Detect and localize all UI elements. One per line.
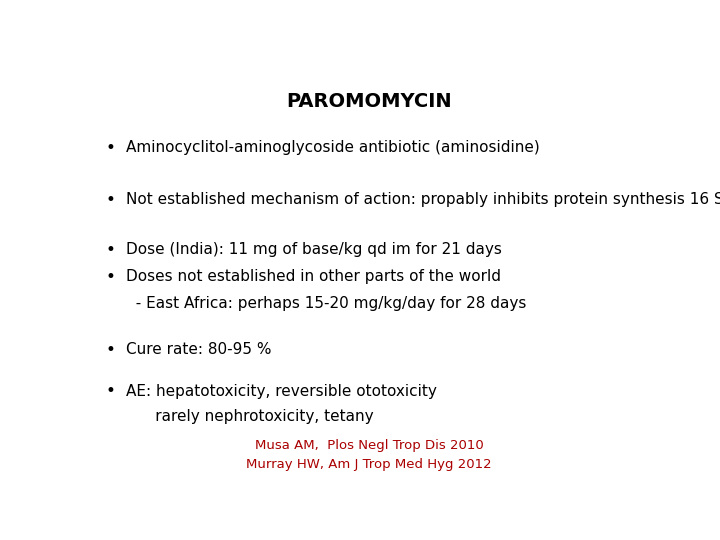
Text: •: • xyxy=(105,341,115,359)
Text: Not established mechanism of action: propably inhibits protein synthesis 16 S rR: Not established mechanism of action: pro… xyxy=(126,192,720,207)
Text: Cure rate: 80-95 %: Cure rate: 80-95 % xyxy=(126,342,271,357)
Text: •: • xyxy=(105,241,115,259)
Text: •: • xyxy=(105,139,115,157)
Text: •: • xyxy=(105,382,115,400)
Text: •: • xyxy=(105,191,115,209)
Text: PAROMOMYCIN: PAROMOMYCIN xyxy=(286,92,452,111)
Text: Aminocyclitol-aminoglycoside antibiotic (aminosidine): Aminocyclitol-aminoglycoside antibiotic … xyxy=(126,140,540,156)
Text: AE: hepatotoxicity, reversible ototoxicity: AE: hepatotoxicity, reversible ototoxici… xyxy=(126,384,437,399)
Text: rarely nephrotoxicity, tetany: rarely nephrotoxicity, tetany xyxy=(126,409,374,424)
Text: - East Africa: perhaps 15-20 mg/kg/day for 28 days: - East Africa: perhaps 15-20 mg/kg/day f… xyxy=(126,296,526,312)
Text: •: • xyxy=(105,268,115,286)
Text: Musa AM,  Plos Negl Trop Dis 2010: Musa AM, Plos Negl Trop Dis 2010 xyxy=(255,440,483,453)
Text: Murray HW, Am J Trop Med Hyg 2012: Murray HW, Am J Trop Med Hyg 2012 xyxy=(246,458,492,471)
Text: Dose (India): 11 mg of base/kg qd im for 21 days: Dose (India): 11 mg of base/kg qd im for… xyxy=(126,242,502,258)
Text: Doses not established in other parts of the world: Doses not established in other parts of … xyxy=(126,269,501,285)
